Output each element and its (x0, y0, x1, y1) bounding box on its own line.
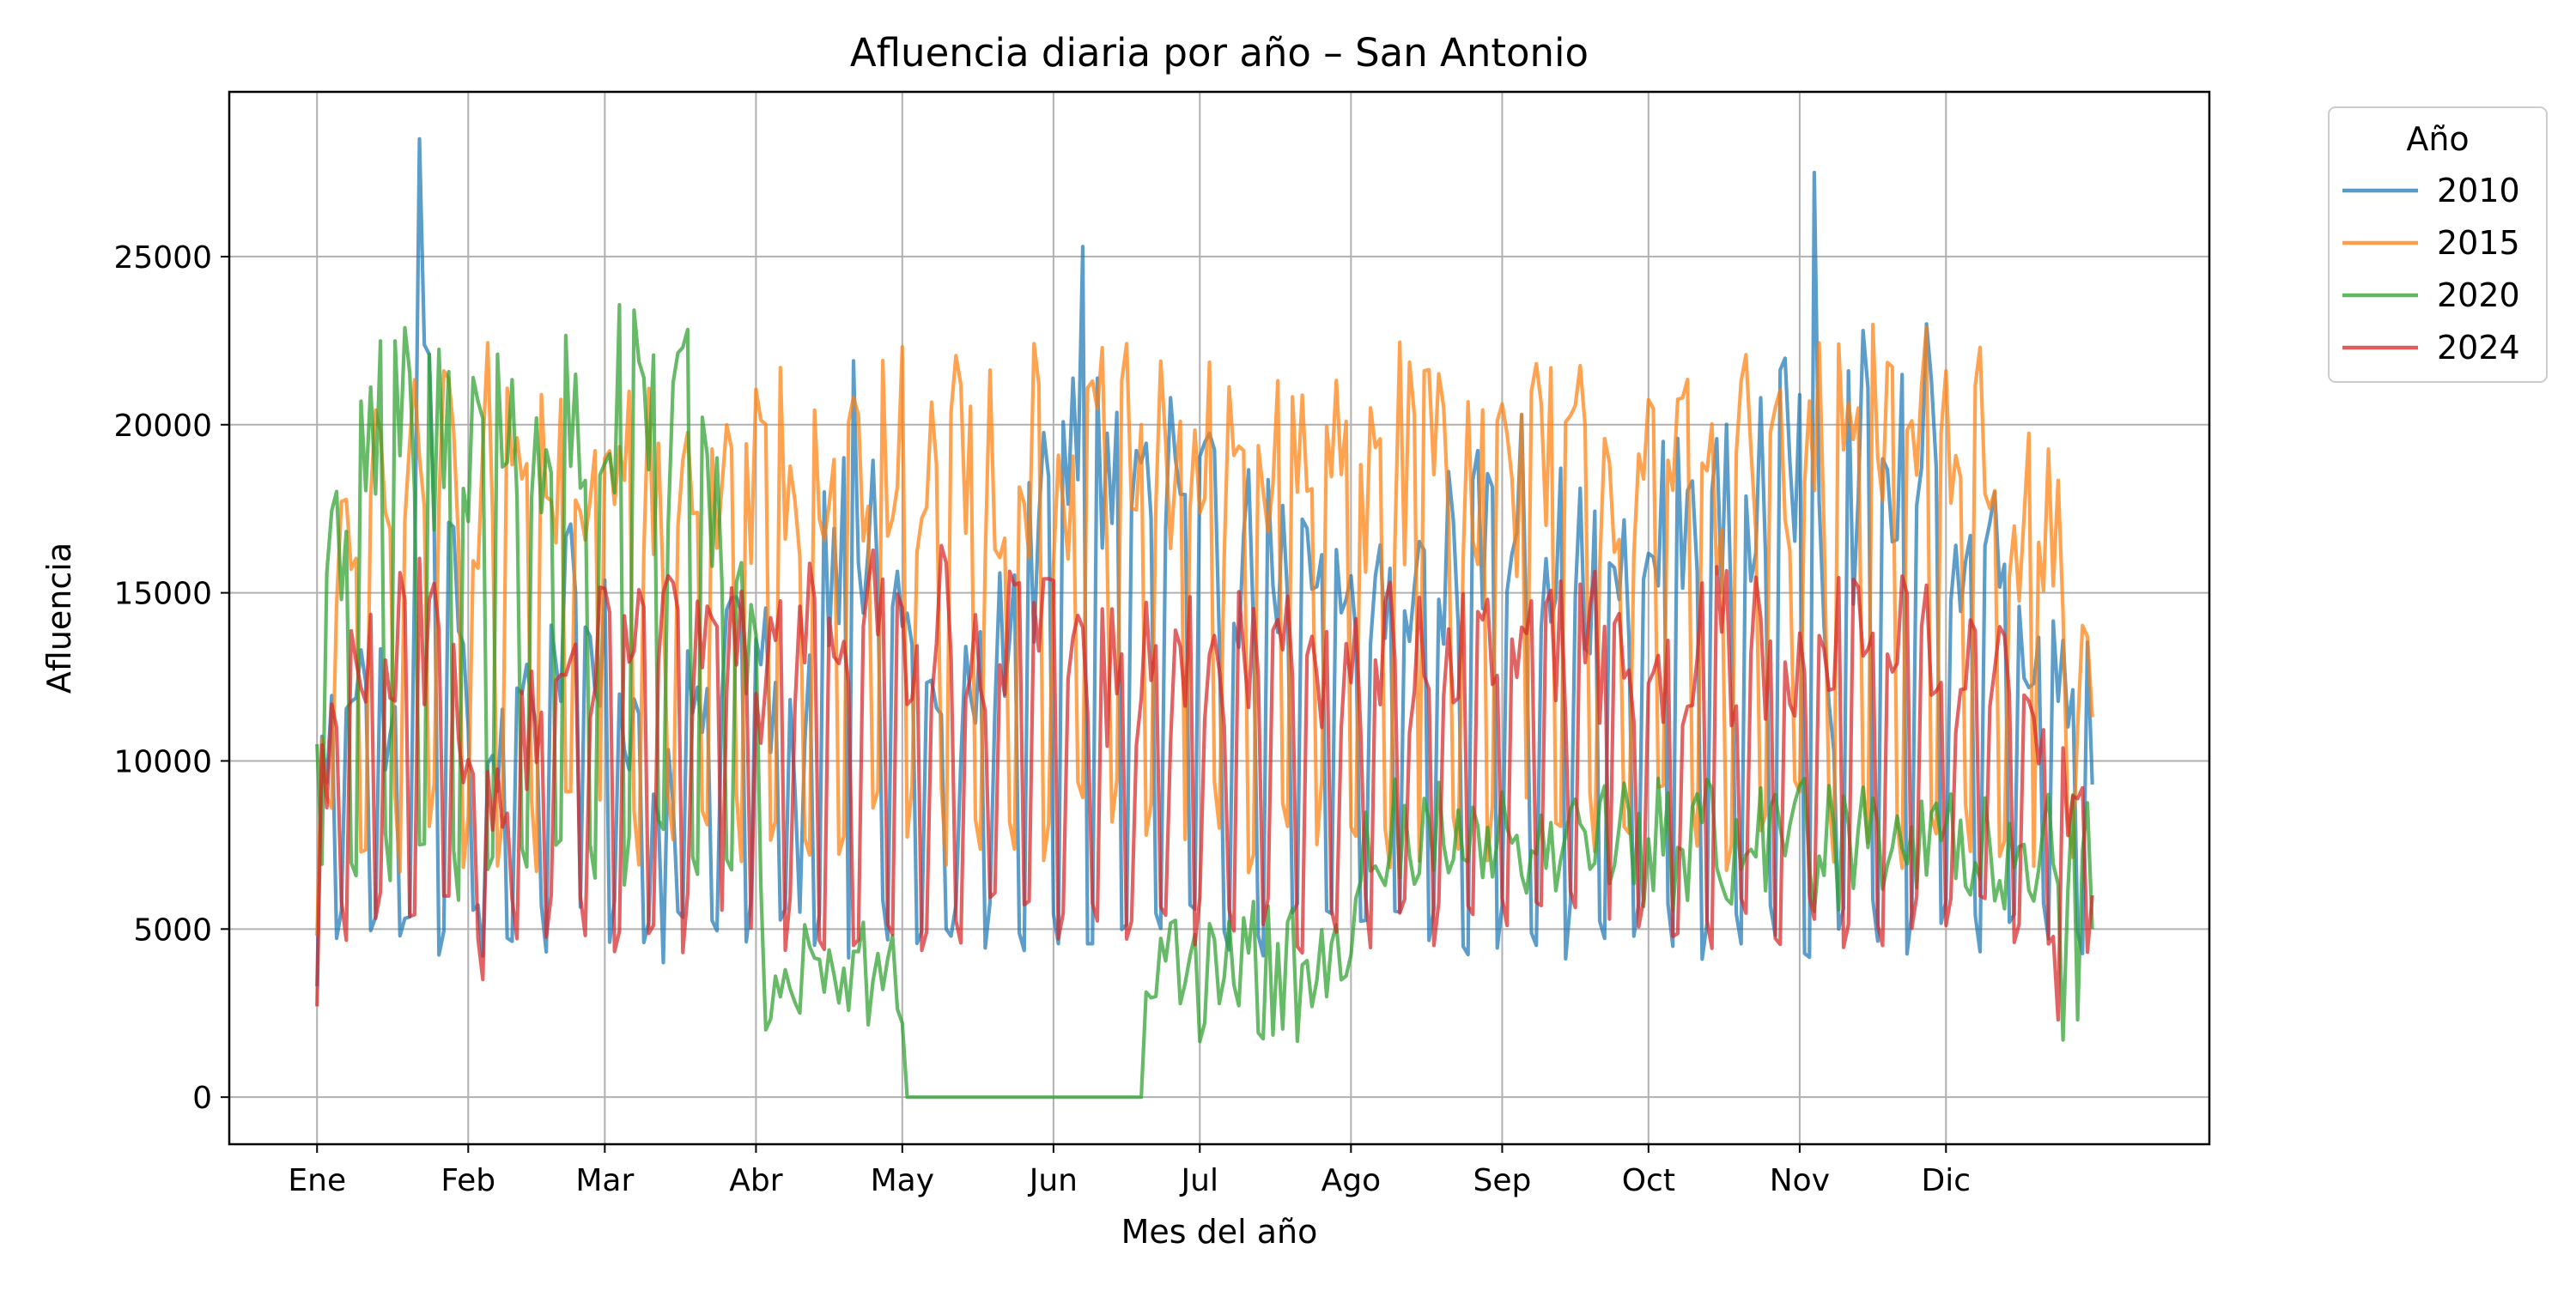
y-tick-label: 20000 (113, 409, 212, 444)
y-tick-label: 5000 (133, 912, 212, 948)
x-axis-label: Mes del año (1121, 1213, 1318, 1251)
y-axis: 0 5000 10000 15000 20000 25000 (113, 240, 229, 1116)
x-tick-label: Dic (1922, 1163, 1971, 1198)
legend-label-2015: 2015 (2437, 224, 2520, 262)
x-tick-label: Feb (440, 1163, 495, 1198)
y-tick-label: 15000 (113, 577, 212, 612)
legend-title: Año (2406, 120, 2469, 158)
x-tick-label: Mar (575, 1163, 634, 1198)
x-tick-label: Oct (1622, 1163, 1675, 1198)
y-tick-label: 0 (192, 1081, 212, 1116)
y-axis-label: Afluencia (40, 542, 78, 694)
plot-frame (228, 90, 2211, 1146)
legend: Año 2010 2015 2020 2024 (2328, 106, 2548, 383)
series-line-2020 (315, 303, 2094, 1100)
x-tick-label: Sep (1473, 1163, 1531, 1198)
x-tick-label: Jun (1028, 1163, 1078, 1198)
series-line-2024 (315, 543, 2094, 1022)
x-tick-label: May (871, 1163, 934, 1198)
chart-title: Afluencia diaria por año – San Antonio (850, 30, 1589, 76)
x-axis: Ene Feb Mar Abr May Jun Jul Ago Sep Oct Nov Dic (288, 1144, 1971, 1198)
x-tick-label: Ene (288, 1163, 346, 1198)
y-tick-label: 25000 (113, 240, 212, 276)
legend-label-2010: 2010 (2437, 172, 2520, 209)
legend-items: 2010 2015 2020 2024 (2342, 172, 2520, 367)
legend-label-2020: 2020 (2437, 276, 2520, 314)
legend-frame (2328, 106, 2548, 383)
y-tick-label: 10000 (113, 744, 212, 779)
x-tick-label: Abr (729, 1163, 782, 1198)
series-layer (315, 136, 2094, 1100)
legend-label-2024: 2024 (2437, 329, 2520, 367)
x-tick-label: Nov (1770, 1163, 1830, 1198)
x-tick-label: Jul (1180, 1163, 1218, 1198)
x-tick-label: Ago (1321, 1163, 1382, 1198)
